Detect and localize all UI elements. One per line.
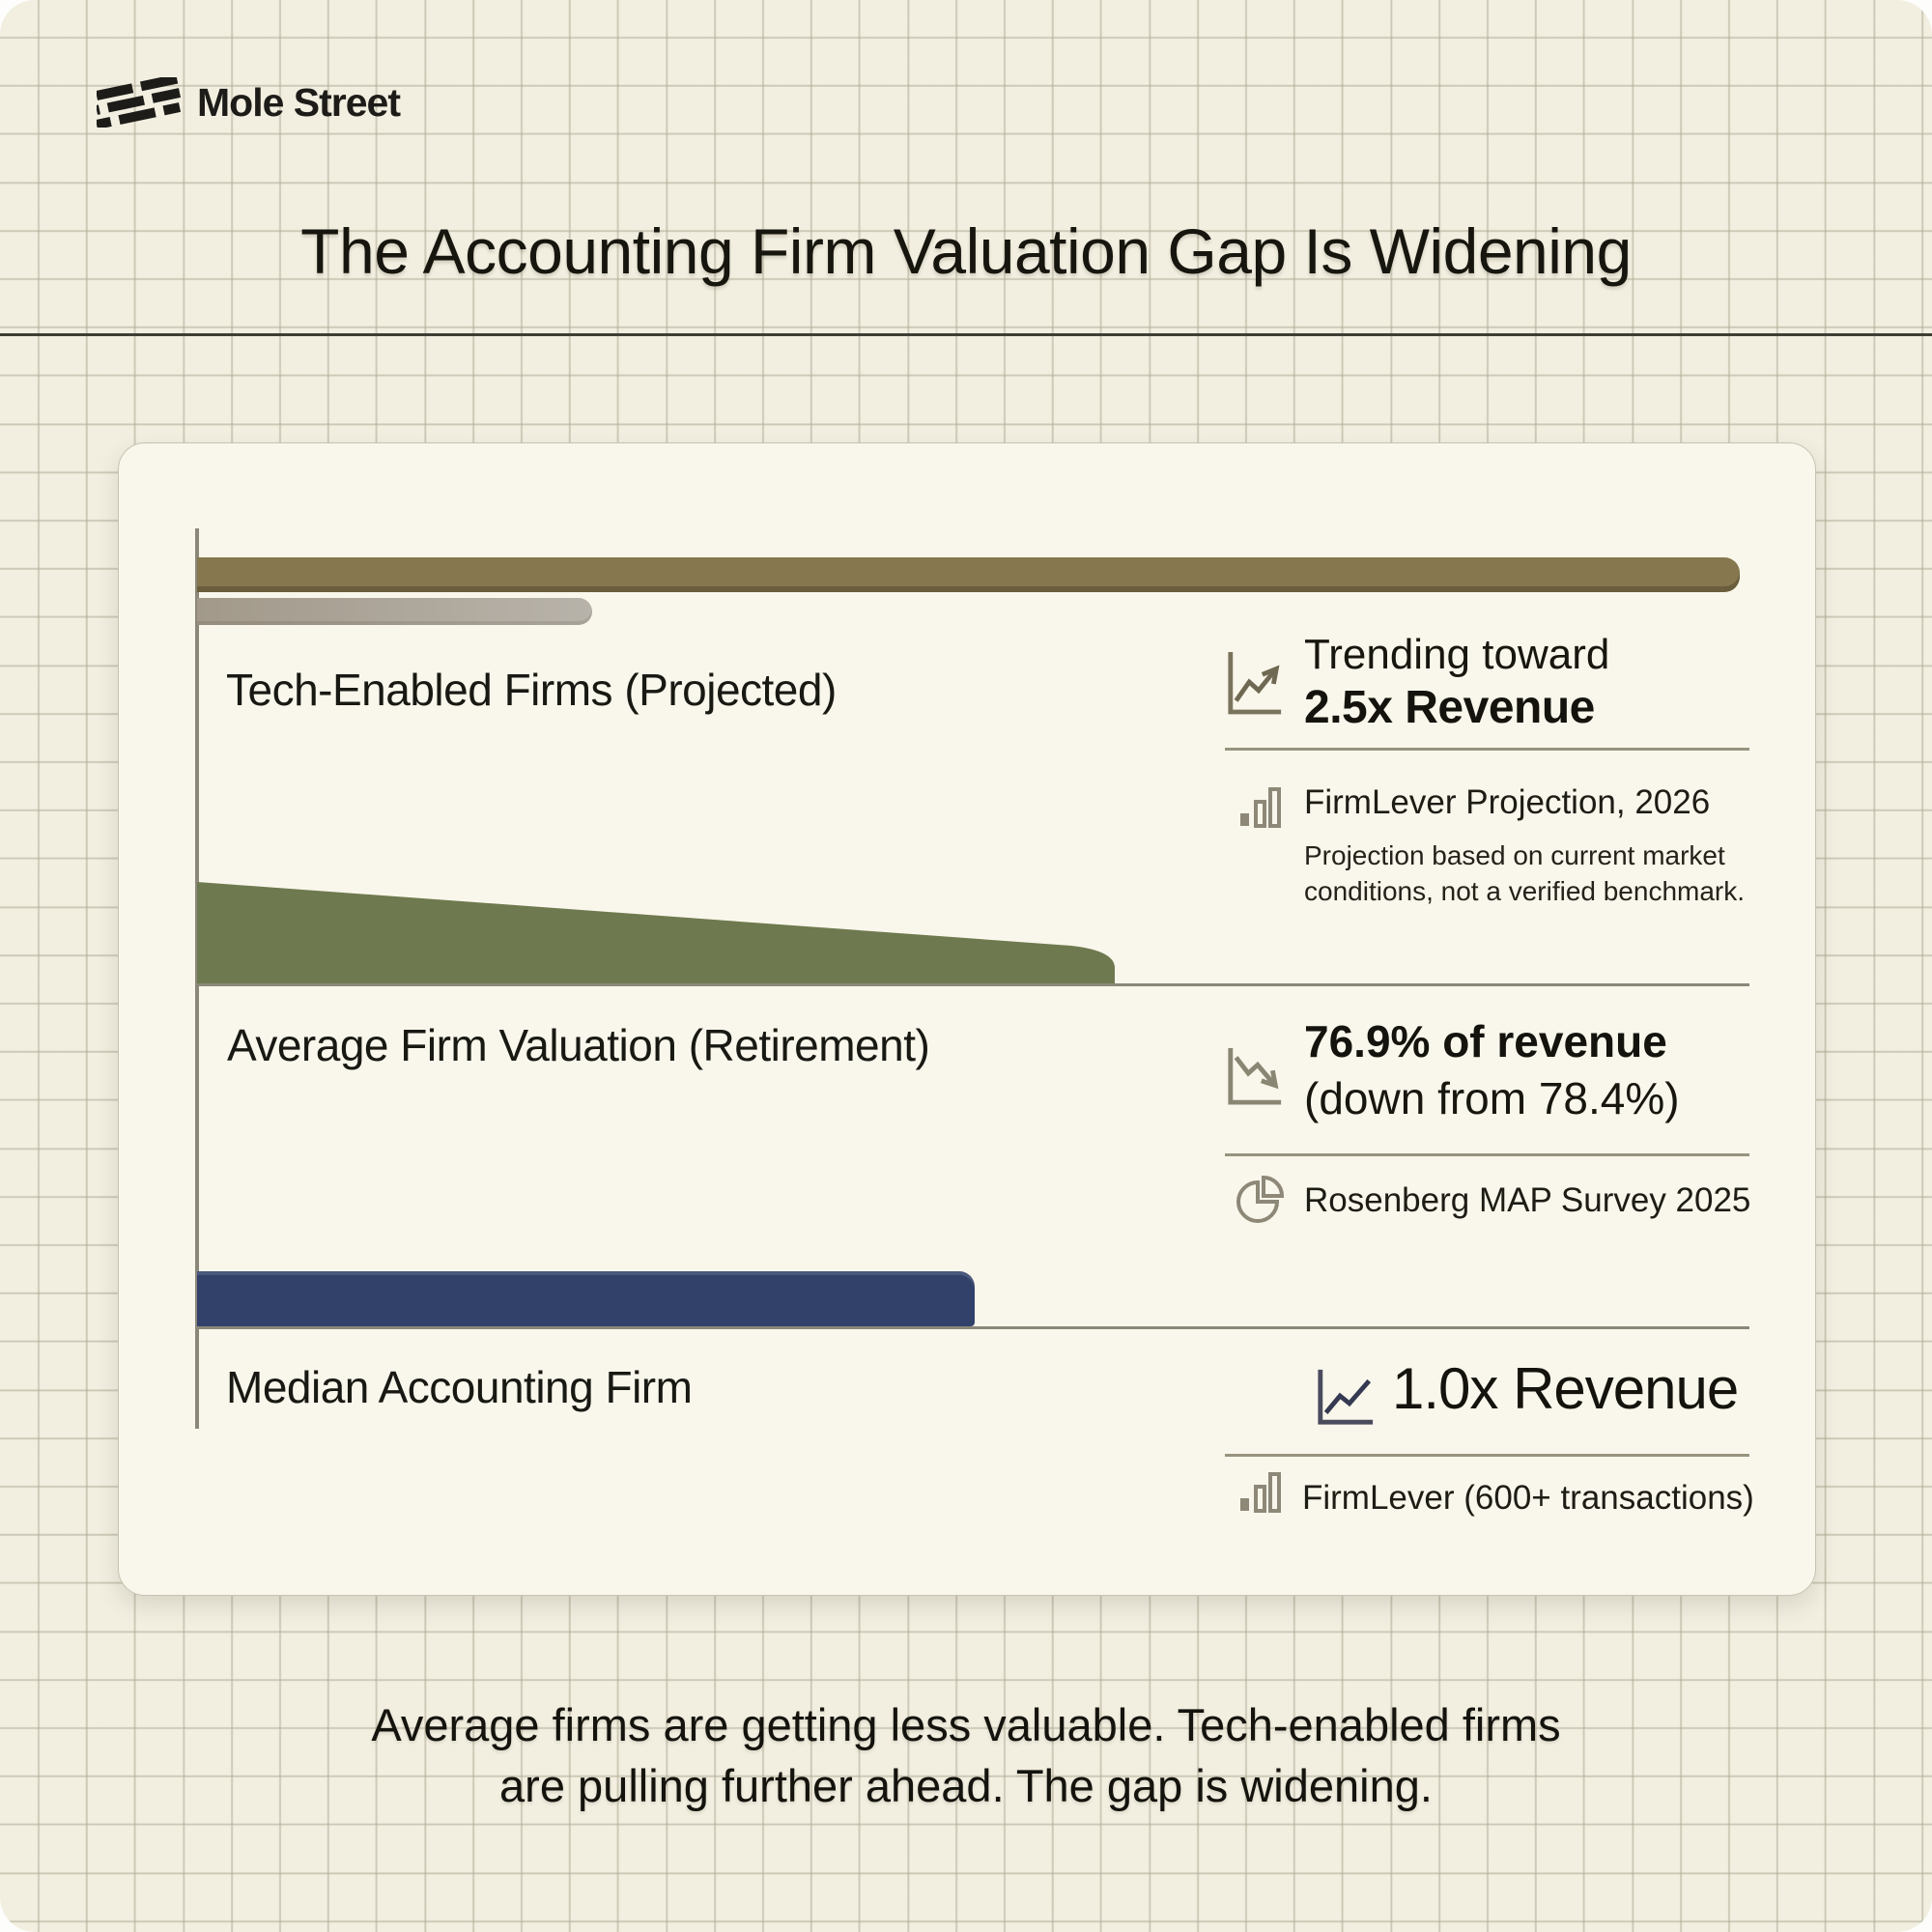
stat-divider-1	[1225, 748, 1749, 751]
bar-chart-icon	[1237, 786, 1282, 829]
bar-average-firm-valuation	[197, 882, 1117, 983]
stat-divider-3	[1225, 1454, 1749, 1457]
line-chart-up-icon	[1225, 644, 1285, 720]
stat-average-firm-line1: 76.9% of revenue	[1304, 1016, 1667, 1066]
bar-tech-enabled-current	[197, 598, 592, 625]
chart-card: Tech-Enabled Firms (Projected) Trending …	[118, 442, 1816, 1596]
stat-average-firm-line2: (down from 78.4%)	[1304, 1073, 1680, 1123]
source-tech-enabled: FirmLever Projection, 2026	[1304, 783, 1711, 821]
stat-divider-2	[1225, 1153, 1749, 1156]
line-chart-icon	[1315, 1363, 1377, 1431]
note-tech-enabled: Projection based on current market condi…	[1304, 840, 1746, 906]
diagonal-stripes-logo-icon	[97, 77, 182, 128]
source-average-firm: Rosenberg MAP Survey 2025	[1304, 1181, 1751, 1219]
row-label-median-firm: Median Accounting Firm	[226, 1362, 693, 1412]
stat-tech-enabled-line1: Trending toward	[1304, 631, 1610, 678]
bar-median-accounting-firm	[197, 1271, 975, 1326]
bar-tech-enabled-projected	[197, 557, 1740, 592]
row2-baseline	[197, 983, 1749, 986]
stat-median-firm: 1.0x Revenue	[1392, 1356, 1739, 1421]
brand-logo: Mole Street	[97, 77, 401, 128]
page-title: The Accounting Firm Valuation Gap Is Wid…	[300, 215, 1632, 287]
row-label-average-firm: Average Firm Valuation (Retirement)	[227, 1020, 930, 1070]
source-median-firm: FirmLever (600+ transactions)	[1302, 1479, 1754, 1517]
bar-chart-icon	[1237, 1471, 1282, 1514]
row3-baseline	[197, 1326, 1749, 1329]
title-divider-line	[0, 333, 1932, 336]
line-chart-down-icon	[1225, 1041, 1285, 1111]
row-label-tech-enabled: Tech-Enabled Firms (Projected)	[226, 665, 837, 715]
caption-line-2: are pulling further ahead. The gap is wi…	[499, 1760, 1433, 1811]
stat-tech-enabled-line2: 2.5x Revenue	[1304, 682, 1595, 733]
brand-name: Mole Street	[197, 79, 401, 125]
caption-line-1: Average firms are getting less valuable.…	[371, 1699, 1561, 1750]
pie-chart-icon	[1234, 1170, 1286, 1226]
